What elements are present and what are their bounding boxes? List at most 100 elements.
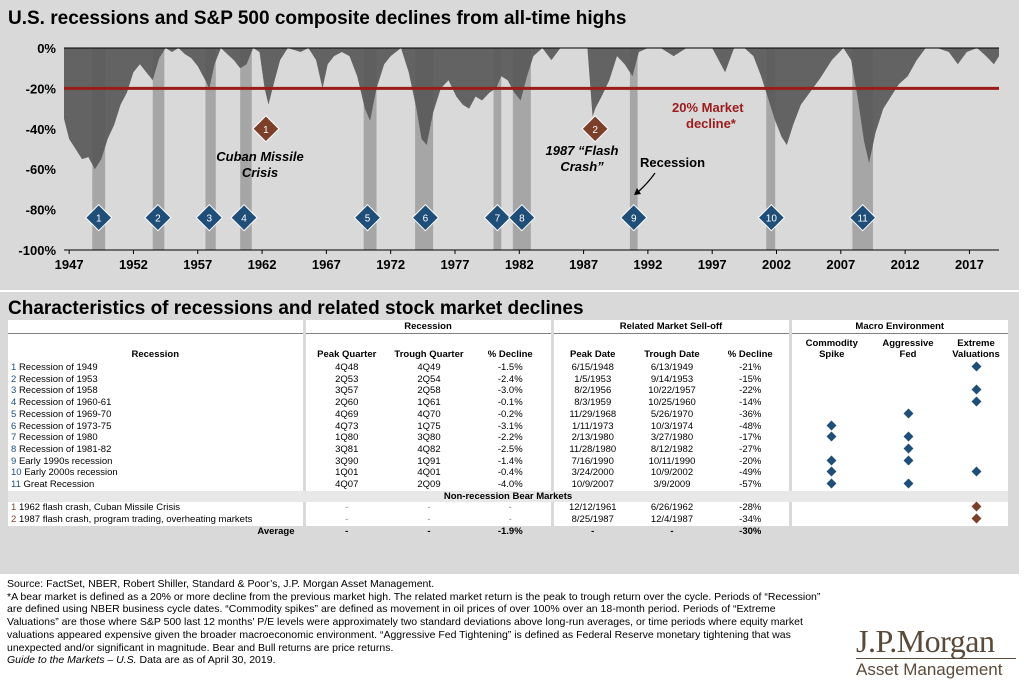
peak-date-cell: 1/11/1973 (550, 420, 632, 433)
recession-marker: 10 (757, 203, 786, 232)
extreme-valuations-cell (944, 466, 1008, 479)
row-name-cell: 9 Early 1990s recession (8, 456, 304, 468)
trough-date-cell: 5/26/1970 (650, 408, 694, 420)
row-number: 5 (11, 408, 17, 420)
table-row: 1 Recession of 1949 4Q48 4Q49 -1.5% 6/15/194… (8, 361, 1008, 374)
x-tick-label: 1962 (248, 257, 277, 272)
group-header-recession: Recession (302, 320, 552, 334)
recession-marker-shape (483, 203, 512, 232)
row-label: Recession of 1981-82 (18, 443, 112, 455)
diamond-marker (826, 420, 837, 430)
annotation-arrowhead (634, 188, 641, 195)
guide-note: Guide to the Markets – U.S. Data are as … (7, 654, 827, 667)
market-decline-cell: -22% (739, 385, 762, 397)
recession-band (512, 48, 531, 250)
diamond-marker (903, 478, 913, 489)
gdp-decline-cell: - (508, 502, 512, 514)
gdp-decline-cell: -0.1% (497, 397, 523, 409)
trough-quarter-cell: 2Q09 (417, 479, 441, 491)
col-pct-decline-1: % Decline (487, 349, 533, 360)
recession-marker-label: 11 (857, 214, 868, 225)
trough-date-cell: 9/14/1953 (650, 373, 694, 385)
aggressive-fed-cell (872, 502, 944, 514)
diamond-marker (903, 443, 913, 454)
peak-quarter-cell: - (302, 502, 388, 515)
x-tick-label: 1977 (441, 257, 470, 272)
flash-crash-marker: 2 (581, 115, 609, 143)
extreme-valuations-cell (944, 432, 1008, 444)
trough-date-cell: 8/12/1982 (650, 443, 694, 455)
trough-quarter-cell: 4Q82 (417, 443, 441, 455)
row-label: Recession of 1973-75 (18, 420, 112, 432)
recession-band (493, 48, 502, 250)
aggressive-fed-cell (872, 374, 944, 386)
average-label: Average (8, 525, 304, 538)
gdp-decline-cell: -1.5% (497, 362, 523, 373)
flash-crash-marker-label: 2 (592, 125, 598, 136)
diamond-marker (903, 455, 913, 466)
recession-marker-label: 5 (365, 214, 371, 225)
row-number: 4 (11, 397, 17, 409)
row-label: Great Recession (23, 479, 95, 491)
average-empty-cell (872, 525, 944, 538)
trough-quarter-cell: 3Q80 (417, 432, 441, 444)
aggressive-fed-cell (872, 362, 944, 374)
x-tick-label: 2012 (891, 257, 920, 272)
diamond-marker (826, 455, 837, 466)
recession-marker-shape (85, 203, 113, 232)
trough-date-cell: 10/11/1990 (648, 455, 696, 467)
y-tick-label: -60% (26, 162, 57, 177)
commodity-spike-cell (788, 362, 872, 374)
recession-marker-label: 2 (155, 214, 161, 225)
trough-date-cell: 6/13/1949 (650, 362, 694, 373)
row-name-cell: 1 1962 flash crash, Cuban Missile Crisis (8, 502, 304, 514)
extreme-valuations-cell (944, 513, 1008, 526)
diamond-marker (971, 361, 981, 372)
average-peak_q-cell: - (302, 525, 388, 538)
recession-marker: 1 (85, 203, 113, 232)
col-pct-decline-2: % Decline (727, 349, 773, 360)
group-header-macro: Macro Environment (788, 320, 1008, 334)
row-name-cell: 5 Recession of 1969-70 (8, 409, 304, 421)
col-recession: Recession (131, 349, 180, 360)
extreme-valuations-cell (944, 444, 1008, 456)
trough-quarter-cell: 4Q01 (417, 467, 441, 479)
threshold-label: 20% Market (672, 100, 744, 115)
market-decline-cell: -48% (739, 420, 762, 432)
diamond-marker (971, 466, 981, 477)
x-tick-label: 1992 (633, 257, 662, 272)
row-name-cell: 4 Recession of 1960-61 (8, 397, 304, 409)
row-label: Recession of 1949 (18, 362, 98, 373)
annotation-flash-crash: 1987 “Flash (546, 143, 619, 158)
aggressive-fed-cell (872, 385, 944, 397)
aggressive-fed-cell (872, 397, 944, 409)
table-row: 9 Early 1990s recession 3Q90 1Q91 -1.4% 7/16… (8, 455, 1008, 468)
trough-quarter-cell: 1Q61 (417, 397, 441, 409)
annotation-arrow (637, 172, 656, 193)
guide-date: Data are as of April 30, 2019. (136, 654, 276, 667)
gdp-decline-cell: -2.4% (497, 373, 523, 385)
x-tick-label: 1972 (376, 257, 405, 272)
flash-crash-marker-label: 1 (263, 125, 269, 136)
average-row: Average - - -1.9% - - -30% (8, 525, 1008, 538)
peak-quarter-cell: 1Q01 (302, 467, 388, 480)
flash-crash-marker-shape (581, 115, 609, 143)
average-pct2-cell: -30% (712, 525, 790, 538)
row-name-cell: 1 Recession of 1949 (8, 362, 304, 374)
recession-table: Recession Related Market Sell-off Macro … (8, 320, 1008, 538)
row-number: 10 (11, 467, 22, 479)
corner-cell (8, 320, 304, 334)
diamond-marker (971, 396, 981, 407)
trough-quarter-cell: 2Q58 (417, 385, 441, 397)
logo-subtitle: Asset Management (856, 658, 1016, 680)
recession-marker-shape (757, 203, 786, 232)
recession-marker: 2 (144, 203, 172, 232)
gdp-decline-cell: -1.4% (497, 455, 523, 467)
trough-date-cell: 12/4/1987 (650, 514, 694, 526)
annotation-recession: Recession (640, 155, 705, 170)
peak-quarter-cell: 3Q57 (302, 385, 388, 398)
guide-title: Guide to the Markets – U.S. (7, 654, 137, 667)
peak-quarter-cell: 3Q81 (302, 443, 388, 456)
trough-date-cell: 10/9/2002 (650, 467, 694, 479)
aggressive-fed-cell (872, 443, 944, 456)
